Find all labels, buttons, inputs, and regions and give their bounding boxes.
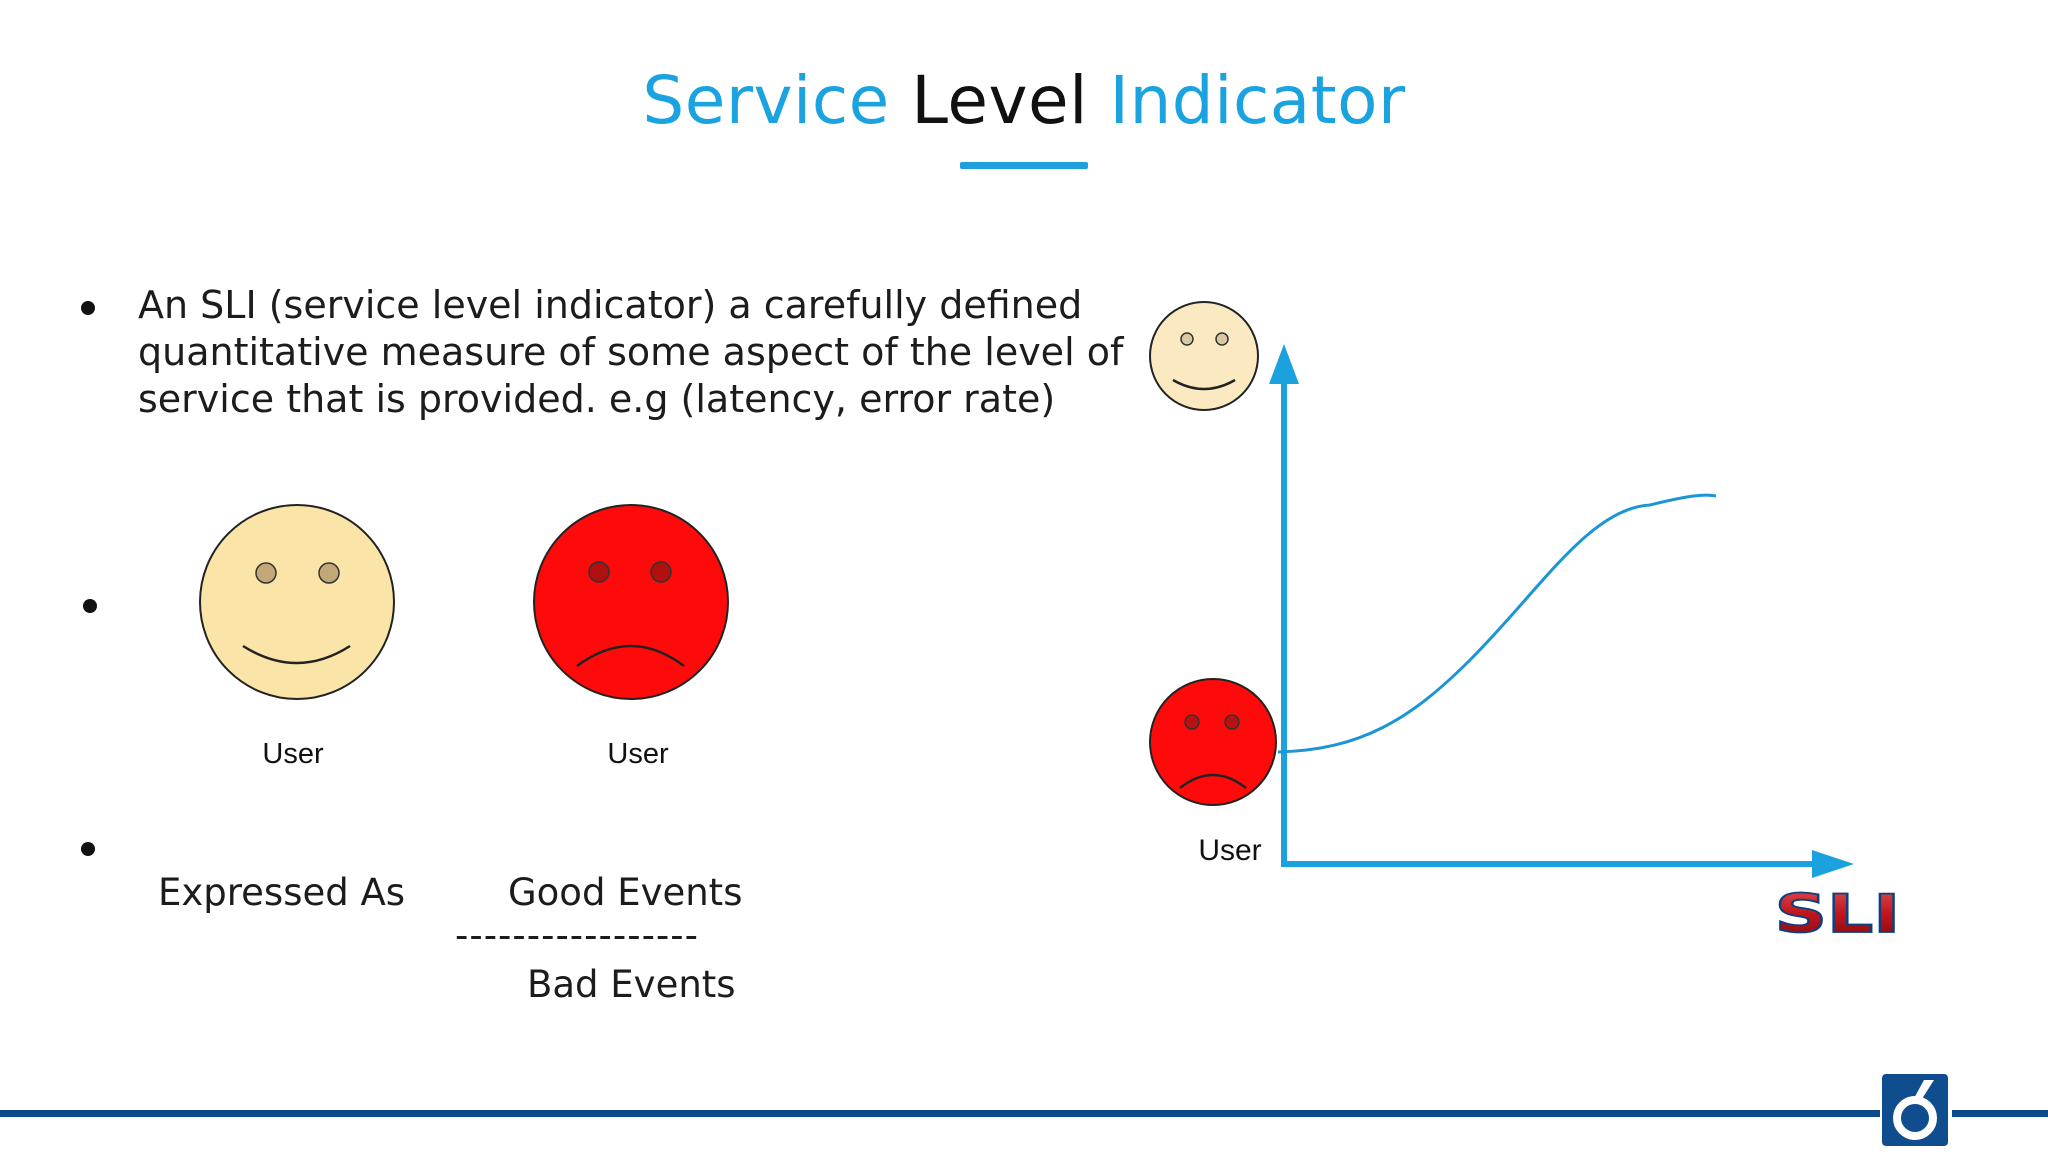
footer-rule: [0, 1110, 2048, 1117]
expressed-as-label: Expressed As: [158, 871, 406, 914]
happy-face-small-icon: [1149, 301, 1259, 411]
title-word-service: Service: [642, 62, 890, 139]
sad-user-label: User: [607, 738, 669, 770]
sli-curve: [1277, 493, 1717, 754]
sli-axis-label: SLI: [1774, 882, 1901, 945]
brand-logo-icon: [1880, 1072, 1952, 1148]
sli-definition: An SLI (service level indicator) a caref…: [138, 283, 1124, 421]
fraction-divider: -----------------: [455, 914, 699, 957]
title-word-indicator: Indicator: [1109, 62, 1406, 139]
bad-events-label: Bad Events: [527, 963, 736, 1006]
diagram-user-label: User: [1198, 834, 1262, 867]
slide-title: Service Level Indicator: [0, 62, 2048, 139]
x-axis-arrowhead: [1812, 850, 1854, 878]
happy-face-icon: [199, 504, 395, 700]
good-events-label: Good Events: [508, 871, 743, 914]
sad-face-small-icon: [1149, 678, 1277, 806]
bullet-2: [83, 599, 97, 613]
y-axis-arrowhead: [1269, 344, 1299, 384]
bullet-1: [81, 301, 95, 315]
sad-face-icon: [533, 504, 729, 700]
happy-user-label: User: [262, 738, 324, 770]
title-underline: [960, 162, 1088, 169]
sli-text: SLI: [1775, 883, 1900, 944]
title-word-level: Level: [911, 62, 1088, 139]
bullet-3: [81, 842, 95, 856]
